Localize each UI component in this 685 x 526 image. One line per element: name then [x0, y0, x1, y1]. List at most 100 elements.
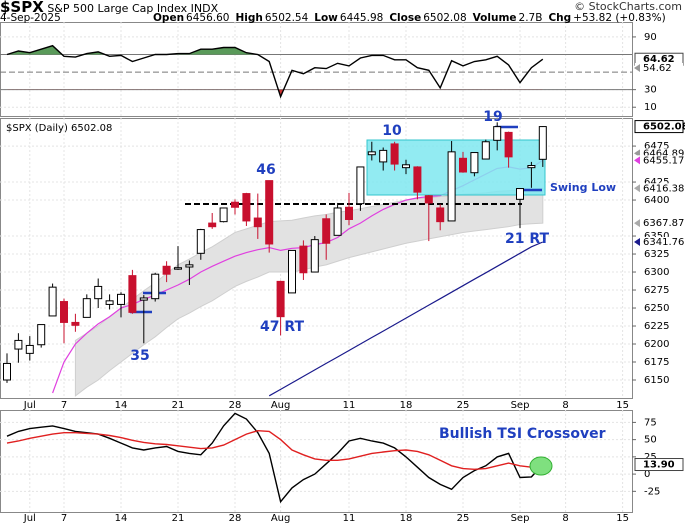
candle-body — [299, 245, 308, 274]
candle-body — [185, 264, 194, 268]
y-tick-label: 6325 — [644, 249, 669, 260]
quote-label: Volume — [472, 12, 517, 24]
candle-body — [60, 301, 68, 323]
value-tag-box — [634, 120, 684, 134]
x-tick-label: 25 — [457, 400, 470, 411]
candle-body — [333, 207, 342, 236]
annotation: 46 — [256, 162, 275, 178]
candle-body — [459, 157, 467, 173]
x-tick-label: Jul — [23, 400, 36, 411]
candle-body — [402, 164, 410, 169]
x-tick-label: Sep — [511, 513, 530, 524]
quote-row: 4-Sep-2025 Open 6456.60 High 6502.54 Low 6445… — [0, 12, 685, 24]
x-tick-label: Aug — [271, 400, 291, 411]
candle-body — [219, 207, 228, 223]
value-tag-label: 6464.89 — [643, 148, 684, 159]
candle-body — [504, 131, 513, 158]
candle-body — [276, 280, 285, 318]
candle-body — [481, 141, 490, 160]
band-layer — [6, 44, 544, 504]
candle-body — [345, 206, 353, 220]
x-tick-label: Sep — [511, 400, 530, 411]
x-tick-label: 15 — [616, 400, 629, 411]
candle-body — [390, 143, 399, 165]
candle-body — [527, 165, 536, 169]
date: 4-Sep-2025 — [0, 12, 61, 24]
annotation: 35 — [130, 348, 149, 364]
quote-label: Chg — [548, 12, 572, 24]
value-tag-background — [635, 218, 683, 229]
candle-body — [208, 222, 217, 228]
candle-body — [151, 273, 160, 300]
y-tick-label: 90 — [644, 32, 657, 43]
value-tag-marker — [634, 184, 640, 193]
value-tag-label: 6455.17 — [643, 155, 684, 166]
candle-body — [105, 300, 114, 305]
quote-label: Close — [389, 12, 422, 24]
quote-value: 6456.60 — [186, 12, 230, 24]
x-tick-label: Aug — [271, 513, 291, 524]
x-tick-label: 28 — [229, 400, 242, 411]
candle-body — [322, 218, 331, 244]
candle-body — [424, 195, 433, 204]
x-tick-label: 18 — [400, 513, 413, 524]
candle-body — [25, 344, 34, 354]
candle-body — [253, 217, 262, 228]
candle-body — [174, 267, 182, 270]
quote-label: Low — [314, 12, 338, 24]
candle-body — [367, 151, 376, 156]
value-tag-label: 64.62 — [643, 54, 675, 65]
price-title: $SPX (Daily) 6502.08 — [6, 123, 112, 134]
value-tag-label: 6341.76 — [643, 237, 684, 248]
value-tag-label: 6416.38 — [643, 183, 684, 194]
y-tick-label: 6225 — [644, 321, 669, 332]
x-tick-label: 21 — [172, 400, 185, 411]
candle-body — [128, 275, 137, 313]
candle-body — [379, 149, 388, 163]
candle-body — [196, 229, 205, 254]
quote-value: 2.7B — [518, 12, 543, 24]
index-name: S&P 500 Large Cap Index — [47, 2, 188, 15]
value-tag-label: 54.62 — [643, 63, 672, 74]
x-tick-label: 7 — [61, 400, 67, 411]
foreground-layer: $SPX (Daily) 6502.08 Bullish TSI Crossov… — [3, 32, 685, 524]
y-tick-label: -25 — [644, 486, 660, 497]
candle-body — [470, 152, 479, 174]
y-tick-label: 10 — [644, 102, 657, 113]
rsi-panel — [0, 22, 633, 117]
exchange: INDX — [190, 2, 219, 15]
x-tick-label: 28 — [229, 513, 242, 524]
value-tag-marker — [634, 237, 640, 246]
annotation: 47 RT — [260, 319, 305, 335]
y-tick-label: 6300 — [644, 267, 669, 278]
candle-body — [413, 166, 422, 193]
x-tick-label: 11 — [343, 400, 356, 411]
candle-body — [37, 324, 46, 346]
quote-label: Open — [153, 12, 185, 24]
x-tick-label: Jul — [23, 513, 36, 524]
tsi-annotation: Bullish TSI Crossover — [439, 426, 606, 442]
y-tick-label: 6425 — [644, 177, 669, 188]
quote-value: +53.82 (+0.83%) — [573, 12, 666, 24]
candle-body — [436, 207, 445, 223]
value-tag-label: 6502.08 — [643, 122, 685, 133]
threshold-fill — [7, 45, 258, 55]
x-tick-label: 14 — [115, 513, 128, 524]
candle-body — [14, 339, 23, 350]
value-tag-background — [635, 155, 683, 166]
y-tick-label: 6400 — [644, 195, 669, 206]
y-tick-label: 6200 — [644, 339, 669, 350]
value-tag-background — [635, 63, 683, 74]
x-tick-label: 8 — [562, 400, 568, 411]
candle-body — [288, 249, 296, 294]
y-tick-label: 6250 — [644, 303, 669, 314]
tsi-panel — [0, 410, 633, 513]
annotation: 21 RT — [505, 231, 550, 247]
value-tag-background — [635, 148, 683, 159]
y-tick-label: 50 — [644, 435, 657, 446]
candle-body — [82, 298, 91, 318]
value-tag-box — [634, 458, 684, 472]
candle-body — [265, 180, 274, 245]
